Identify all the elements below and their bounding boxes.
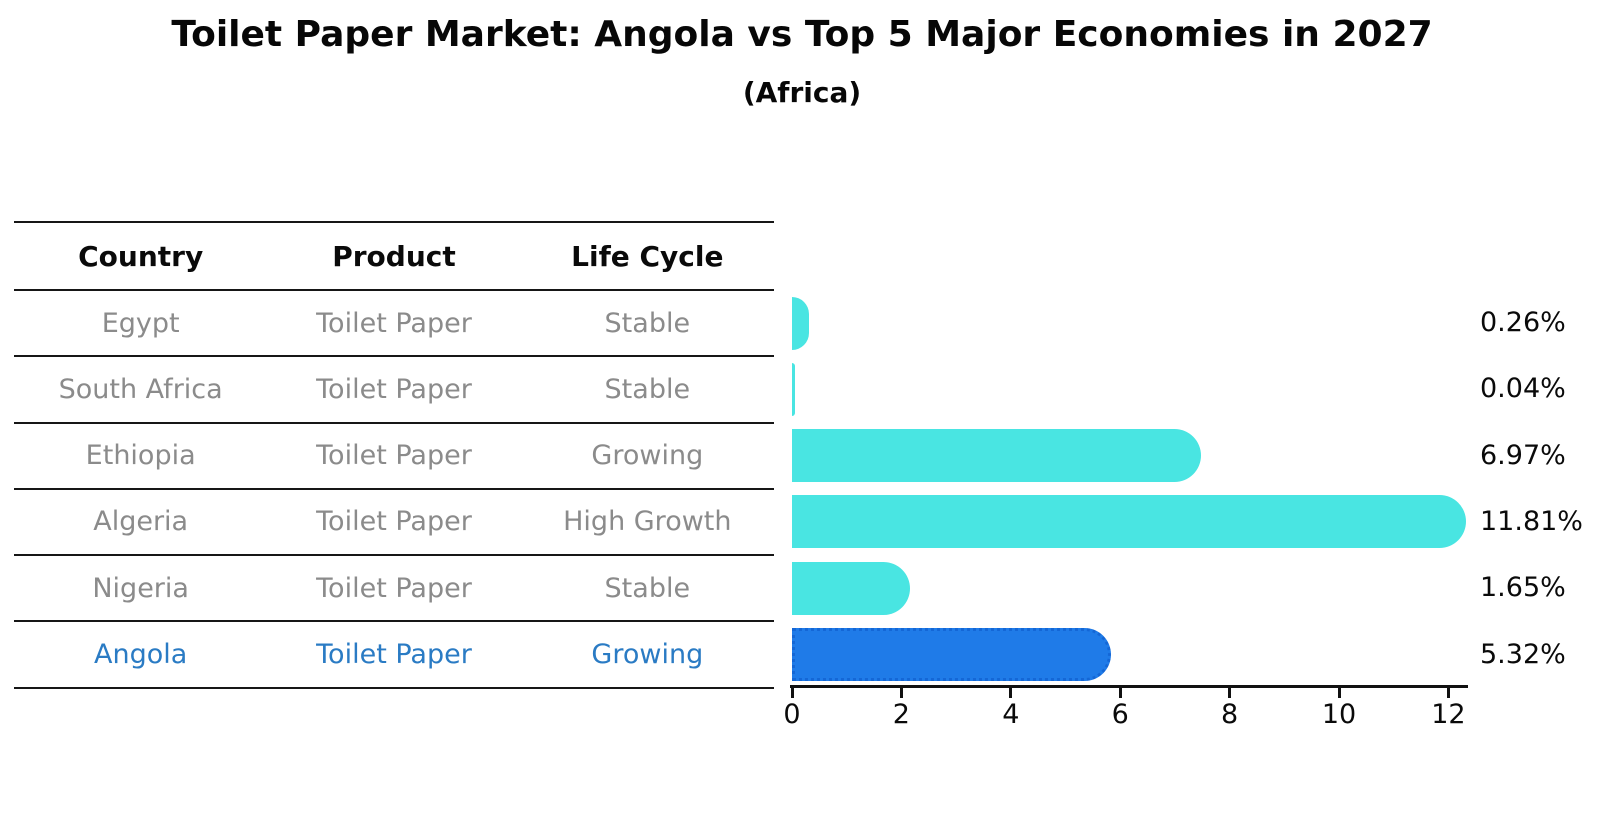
table-row-egypt: Egypt Toilet Paper Stable [14, 290, 774, 356]
x-tick-mark [1337, 688, 1341, 698]
table-row-ethiopia: Ethiopia Toilet Paper Growing [14, 423, 774, 489]
table-header-life-cycle: Life Cycle [571, 239, 724, 273]
life-cycle-cell: Stable [604, 572, 691, 604]
life-cycle-cell: Stable [604, 307, 691, 339]
x-tick-mark [1446, 688, 1450, 698]
product-cell: Toilet Paper [316, 639, 472, 671]
table-line [14, 554, 774, 557]
bar-south-africa [792, 362, 795, 416]
bar-ethiopia [792, 429, 1202, 483]
table-header-product: Product [332, 239, 456, 273]
product-cell: Toilet Paper [316, 506, 472, 538]
table-line [14, 421, 774, 424]
table-row-south-africa: South Africa Toilet Paper Stable [14, 356, 774, 422]
table-line [14, 355, 774, 358]
x-tick-mark [1009, 688, 1013, 698]
table-row-algeria: Algeria Toilet Paper High Growth [14, 489, 774, 555]
value-label-algeria: 11.81% [1480, 505, 1583, 537]
x-tick-label: 6 [1111, 699, 1129, 730]
product-cell: Toilet Paper [316, 440, 472, 472]
life-cycle-cell: Growing [591, 440, 704, 472]
table-header-row: Country Product Life Cycle [14, 222, 774, 290]
table-line [14, 686, 774, 689]
x-tick-label: 2 [892, 699, 910, 730]
product-cell: Toilet Paper [316, 307, 472, 339]
country-cell: Algeria [93, 506, 189, 538]
value-label-nigeria: 1.65% [1480, 572, 1566, 604]
bar-angola [792, 628, 1111, 682]
country-cell: Angola [94, 639, 188, 671]
table-line [14, 221, 774, 223]
chart-subtitle: (Africa) [742, 76, 862, 109]
x-tick-mark [1118, 688, 1122, 698]
life-cycle-cell: Growing [591, 639, 704, 671]
x-tick-label: 4 [1002, 699, 1020, 730]
country-cell: Egypt [101, 307, 180, 339]
table-line [14, 487, 774, 490]
value-label-egypt: 0.26% [1480, 307, 1566, 339]
x-axis-line [790, 685, 1468, 688]
table-line [14, 620, 774, 623]
life-cycle-cell: Stable [604, 373, 691, 405]
country-cell: Ethiopia [85, 440, 196, 472]
bar-egypt [792, 296, 810, 350]
country-cell: Nigeria [92, 572, 189, 604]
value-label-ethiopia: 6.97% [1480, 439, 1566, 471]
chart-title: Toilet Paper Market: Angola vs Top 5 Maj… [171, 14, 1433, 55]
x-tick-mark [1228, 688, 1232, 698]
value-label-south-africa: 0.04% [1480, 373, 1566, 405]
table-line [14, 289, 774, 291]
x-tick-label: 8 [1221, 699, 1239, 730]
product-cell: Toilet Paper [316, 373, 472, 405]
x-tick-mark [790, 688, 794, 698]
value-label-angola: 5.32% [1480, 638, 1566, 670]
x-tick-mark [899, 688, 903, 698]
bar-algeria [792, 495, 1466, 549]
table-header-country: Country [78, 239, 204, 273]
table-row-angola: Angola Toilet Paper Growing [14, 621, 774, 687]
x-tick-label: 12 [1431, 699, 1466, 730]
product-cell: Toilet Paper [316, 572, 472, 604]
bar-nigeria [792, 561, 911, 615]
table-row-nigeria: Nigeria Toilet Paper Stable [14, 555, 774, 621]
country-cell: South Africa [58, 373, 223, 405]
x-tick-label: 10 [1321, 699, 1357, 730]
x-tick-label: 0 [783, 699, 801, 730]
life-cycle-cell: High Growth [563, 506, 732, 538]
